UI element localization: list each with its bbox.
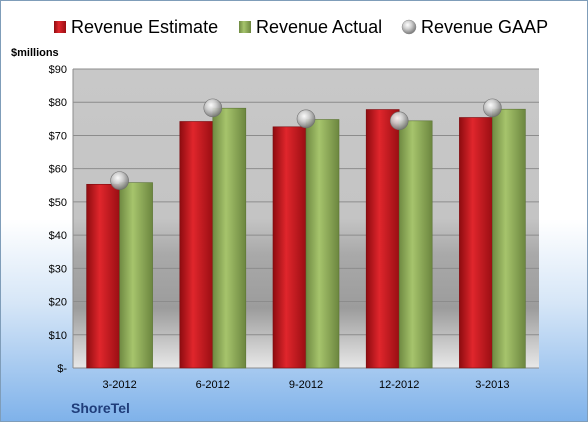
y-tick-label: $60: [49, 164, 67, 176]
y-axis-unit-label: $millions: [11, 47, 59, 59]
gaap-markers: [110, 98, 502, 190]
revenue-actual-bar: [398, 120, 433, 369]
y-tick-label: $20: [49, 297, 67, 309]
y-tick-label: $30: [49, 263, 67, 275]
revenue-gaap-marker: [389, 111, 409, 131]
revenue-estimate-bar: [272, 126, 307, 369]
revenue-actual-bar: [212, 107, 247, 369]
x-tick-label: 9-2012: [289, 379, 323, 391]
x-tick-label: 12-2012: [379, 379, 419, 391]
legend-label-revenue-estimate: Revenue Estimate: [71, 17, 218, 37]
legend: Revenue Estimate Revenue Actual Revenue …: [54, 17, 548, 37]
bars: [86, 107, 526, 369]
legend-marker-revenue-gaap: [401, 19, 417, 35]
revenue-actual-bar: [119, 182, 153, 369]
x-tick-label: 3-2013: [475, 379, 509, 391]
revenue-actual-bar: [492, 108, 526, 369]
revenue-gaap-marker: [483, 98, 502, 118]
revenue-gaap-marker: [203, 98, 223, 118]
y-tick-label: $50: [49, 197, 67, 209]
x-axis: 3-2012 6-2012 9-2012 12-2012 3-2013: [102, 379, 509, 391]
y-tick-label: $80: [49, 97, 67, 109]
legend-label-revenue-actual: Revenue Actual: [256, 17, 382, 37]
x-tick-label: 3-2012: [102, 379, 136, 391]
y-tick-label: $90: [49, 64, 67, 76]
company-name: ShoreTel: [71, 400, 130, 416]
revenue-estimate-bar: [179, 121, 214, 369]
y-axis: $- $10 $20 $30 $40 $50 $60 $70 $80 $90: [49, 64, 68, 375]
y-tick-label: $10: [49, 330, 67, 342]
legend-swatch-revenue-actual: [239, 21, 251, 33]
legend-swatch-revenue-estimate: [54, 21, 66, 33]
revenue-gaap-marker: [110, 171, 129, 190]
x-tick-label: 6-2012: [196, 379, 230, 391]
revenue-gaap-marker: [296, 109, 316, 129]
y-tick-label: $70: [49, 130, 67, 142]
revenue-estimate-bar: [459, 117, 493, 369]
y-tick-label: $40: [49, 230, 67, 242]
revenue-actual-bar: [305, 119, 340, 369]
revenue-estimate-bar: [365, 109, 400, 369]
revenue-estimate-bar: [86, 183, 120, 369]
legend-label-revenue-gaap: Revenue GAAP: [421, 17, 548, 37]
y-tick-label: $-: [57, 363, 67, 375]
